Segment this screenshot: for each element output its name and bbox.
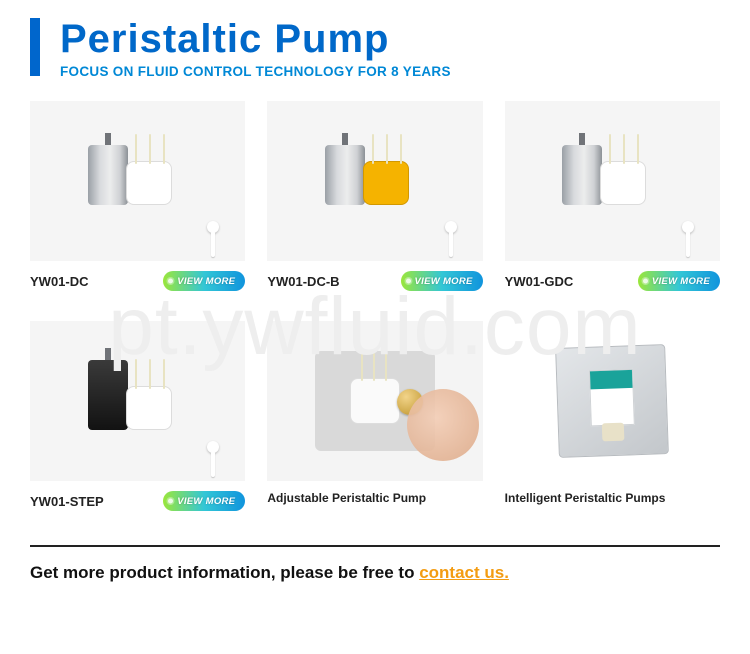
product-card: YW01-GDC VIEW MORE bbox=[505, 101, 720, 291]
product-label: YW01-DC-B bbox=[267, 274, 339, 289]
view-more-button[interactable]: VIEW MORE bbox=[401, 271, 483, 291]
product-thumbnail[interactable] bbox=[30, 321, 245, 481]
view-more-label: VIEW MORE bbox=[177, 276, 235, 287]
product-card: YW01-STEP VIEW MORE bbox=[30, 321, 245, 511]
product-thumbnail[interactable] bbox=[505, 101, 720, 261]
product-thumbnail[interactable] bbox=[267, 101, 482, 261]
product-card: Adjustable Peristaltic Pump bbox=[267, 321, 482, 511]
page-header: Peristaltic Pump FOCUS ON FLUID CONTROL … bbox=[0, 0, 750, 101]
product-thumbnail[interactable] bbox=[267, 321, 482, 481]
view-more-button[interactable]: VIEW MORE bbox=[163, 491, 245, 511]
view-more-label: VIEW MORE bbox=[177, 496, 235, 507]
product-grid: YW01-DC VIEW MORE YW01-DC-B VIEW MORE bbox=[0, 101, 750, 511]
page-footer: Get more product information, please be … bbox=[0, 511, 750, 583]
product-label: YW01-STEP bbox=[30, 494, 104, 509]
view-more-label: VIEW MORE bbox=[652, 276, 710, 287]
view-more-button[interactable]: VIEW MORE bbox=[638, 271, 720, 291]
product-label: Intelligent Peristaltic Pumps bbox=[505, 491, 666, 505]
product-card: YW01-DC-B VIEW MORE bbox=[267, 101, 482, 291]
page-title: Peristaltic Pump bbox=[60, 18, 451, 60]
page-subtitle: FOCUS ON FLUID CONTROL TECHNOLOGY FOR 8 … bbox=[60, 64, 451, 79]
footer-divider bbox=[30, 545, 720, 547]
product-label: Adjustable Peristaltic Pump bbox=[267, 491, 426, 505]
contact-link[interactable]: contact us. bbox=[419, 563, 509, 582]
footer-text: Get more product information, please be … bbox=[30, 563, 720, 583]
product-label: YW01-GDC bbox=[505, 274, 574, 289]
product-thumbnail[interactable] bbox=[505, 321, 720, 481]
footer-prefix: Get more product information, please be … bbox=[30, 563, 419, 582]
view-more-button[interactable]: VIEW MORE bbox=[163, 271, 245, 291]
product-card: YW01-DC VIEW MORE bbox=[30, 101, 245, 291]
product-label: YW01-DC bbox=[30, 274, 89, 289]
product-card: Intelligent Peristaltic Pumps bbox=[505, 321, 720, 511]
product-thumbnail[interactable] bbox=[30, 101, 245, 261]
accent-bar bbox=[30, 18, 40, 76]
view-more-label: VIEW MORE bbox=[415, 276, 473, 287]
